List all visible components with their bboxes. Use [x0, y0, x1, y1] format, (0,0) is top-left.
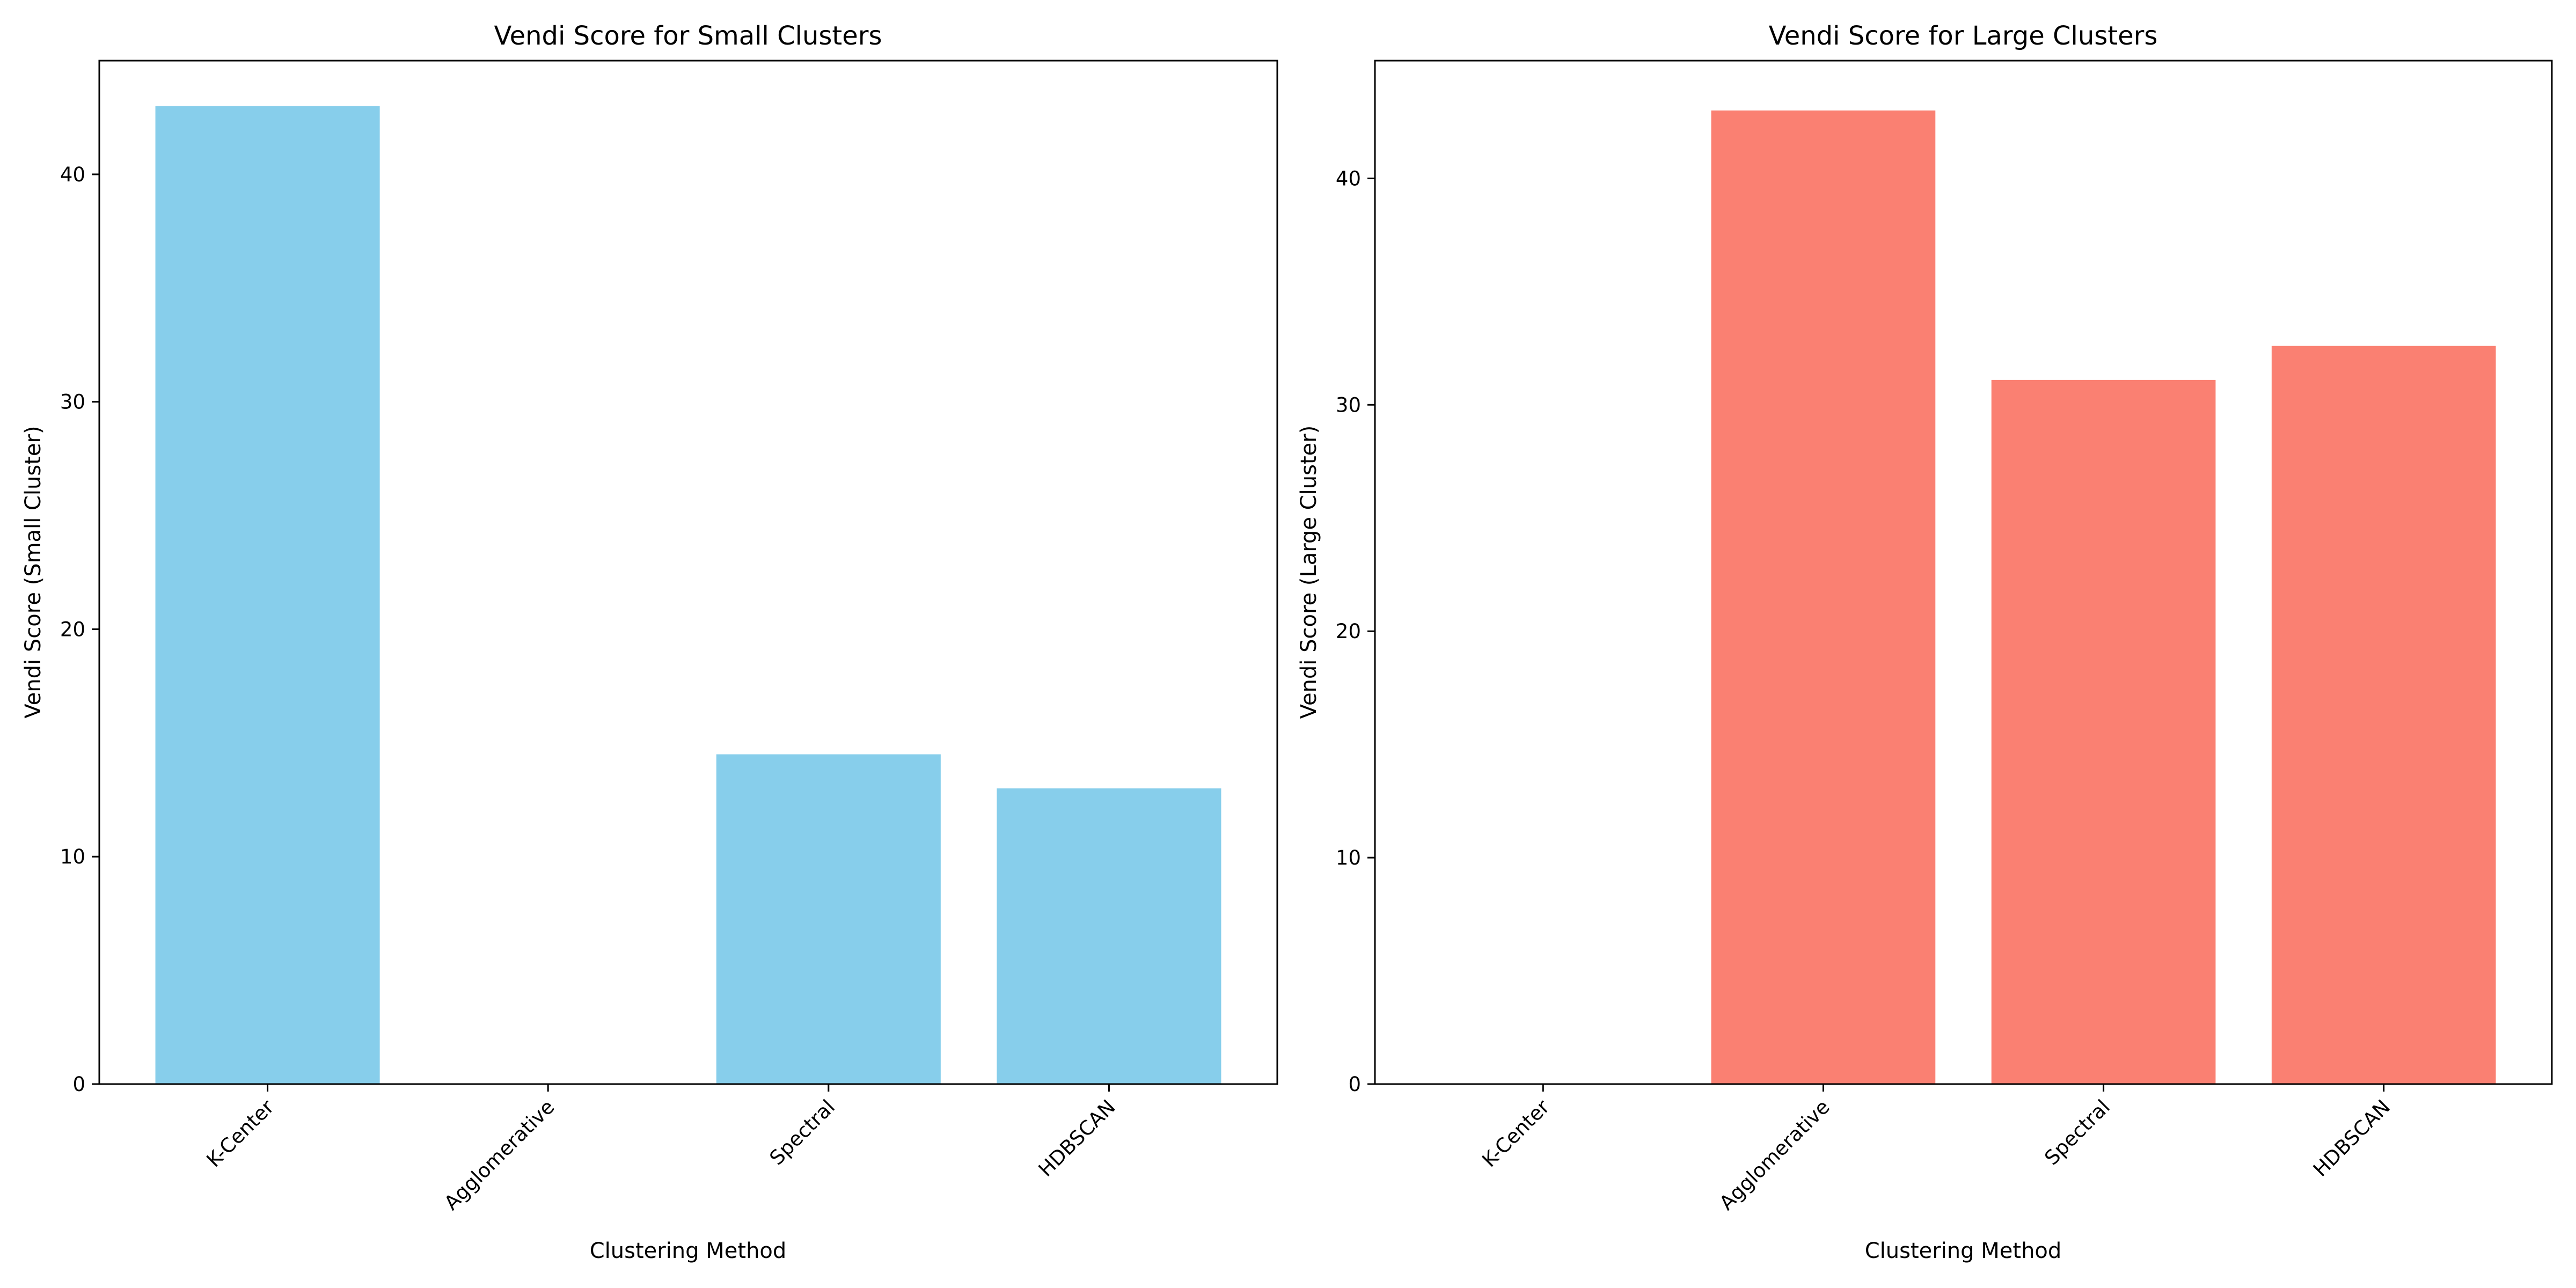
plot-frame — [1374, 60, 2553, 1085]
bars — [155, 106, 1221, 1084]
y-axis-label: Vendi Score (Large Cluster) — [1297, 426, 1321, 719]
y-tick-label: 20 — [1336, 620, 1361, 643]
y-tick-label: 30 — [1336, 393, 1361, 416]
y-ticks: 0 10 20 30 40 — [1336, 167, 1375, 1096]
chart-title: Vendi Score for Large Clusters — [1769, 21, 2158, 51]
y-tick-label: 10 — [60, 845, 85, 868]
x-axis-label: Clustering Method — [590, 1239, 787, 1263]
y-tick-label: 20 — [60, 618, 85, 641]
bar-hdbscan — [2271, 346, 2496, 1084]
y-tick-label: 40 — [1336, 167, 1361, 190]
plot-frame — [98, 60, 1278, 1085]
bar-k-center — [155, 106, 380, 1084]
y-tick-label: 40 — [60, 163, 85, 186]
chart-title: Vendi Score for Small Clusters — [494, 21, 882, 51]
y-axis-label: Vendi Score (Small Cluster) — [21, 426, 46, 718]
y-tick-label: 0 — [72, 1073, 85, 1096]
bar-agglomerative — [1711, 110, 1936, 1084]
bar-hdbscan — [997, 788, 1221, 1084]
y-tick-label: 30 — [60, 391, 85, 414]
bar-spectral — [1991, 379, 2216, 1084]
y-tick-label: 0 — [1348, 1073, 1361, 1096]
y-tick-label: 10 — [1336, 846, 1361, 869]
y-ticks: 0 10 20 30 40 — [60, 163, 99, 1096]
bar-spectral — [716, 754, 941, 1084]
x-axis-label: Clustering Method — [1865, 1239, 2062, 1263]
bars — [1711, 110, 2496, 1084]
